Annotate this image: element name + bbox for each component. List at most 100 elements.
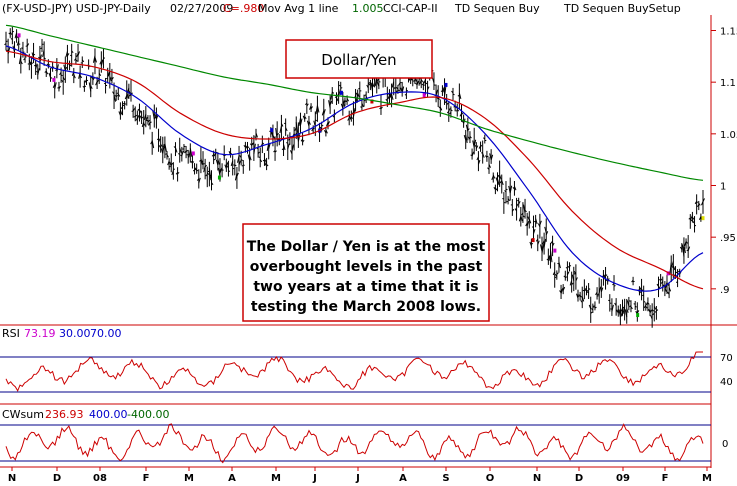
price-bar — [614, 298, 618, 316]
price-bar — [57, 81, 61, 92]
price-bar — [201, 151, 205, 170]
price-bar — [650, 303, 655, 328]
price-axis-label: 1.1 — [720, 78, 736, 89]
price-bar — [260, 135, 265, 154]
rsi-axis-40: 40 — [720, 377, 733, 388]
price-bar — [158, 136, 163, 153]
price-bar — [302, 113, 307, 122]
price-bar — [491, 172, 496, 183]
price-bar — [340, 91, 345, 116]
price-bar — [442, 78, 447, 105]
price-bar — [61, 69, 66, 95]
price-bar — [76, 43, 81, 62]
price-bar — [16, 35, 21, 51]
price-bar — [495, 172, 500, 192]
x-axis-labels: N D 08 F M A M J J A S O N D 09 F M — [8, 467, 712, 484]
price-bar — [88, 75, 93, 98]
price-bar — [586, 283, 591, 299]
header-date: 02/27/2009 — [170, 2, 233, 15]
price-bar — [103, 77, 108, 94]
price-bar — [446, 101, 451, 122]
price-bar — [139, 111, 144, 124]
header-mov-avg: Mov Avg 1 line — [258, 2, 339, 15]
price-axis-label: .95 — [720, 233, 736, 244]
price-bar — [692, 216, 697, 233]
cwsum-axis-0: 0 — [722, 439, 728, 450]
price-axis-label: 1 — [720, 182, 726, 193]
rsi-lower: 30.00 — [59, 327, 91, 340]
x-axis-label: J — [312, 473, 317, 484]
price-bar — [309, 103, 313, 113]
price-bar — [334, 92, 339, 105]
price-bar — [306, 115, 311, 136]
price-bar — [146, 115, 150, 125]
price-bar — [527, 211, 532, 229]
td-mark — [701, 216, 705, 221]
price-bar — [504, 181, 508, 204]
price-bar — [286, 134, 290, 160]
price-bar — [29, 56, 34, 79]
rsi-value: 73.19 — [24, 327, 56, 340]
td-mark — [339, 90, 343, 95]
price-bar — [160, 136, 165, 164]
td-mark — [191, 151, 195, 156]
price-bar — [482, 134, 487, 144]
price-bar — [241, 160, 245, 174]
price-bar — [328, 95, 333, 114]
price-bar — [38, 45, 42, 71]
x-axis-label: M — [702, 473, 712, 484]
price-bar — [521, 202, 525, 223]
price-bar — [591, 303, 595, 313]
price-bar — [101, 48, 105, 69]
price-bar — [459, 104, 464, 122]
x-axis-label: M — [271, 473, 281, 484]
price-bar — [80, 56, 85, 69]
x-axis-label: S — [442, 473, 449, 484]
price-bar — [275, 121, 280, 147]
x-axis-label: M — [184, 473, 194, 484]
x-axis-label: N — [533, 473, 541, 484]
price-bar — [451, 87, 455, 100]
x-axis-label: A — [228, 473, 236, 484]
price-bar — [220, 163, 224, 178]
td-mark — [17, 33, 21, 38]
price-bar — [228, 147, 233, 158]
price-bar — [42, 41, 46, 66]
price-bar — [546, 248, 551, 265]
price-bar — [588, 296, 593, 323]
x-axis-label: F — [143, 473, 150, 484]
price-bar — [234, 167, 239, 189]
price-bar — [529, 238, 534, 249]
price-bar — [608, 294, 612, 312]
price-bar — [184, 146, 188, 159]
price-bar — [169, 153, 174, 173]
price-bar — [463, 129, 468, 150]
price-bar — [567, 262, 572, 272]
x-axis-label: F — [662, 473, 669, 484]
price-bar — [247, 147, 252, 171]
price-bar — [506, 196, 510, 205]
price-bar — [595, 287, 599, 300]
annotation-line-3: two years at a time that it is — [253, 279, 478, 295]
price-bar — [173, 142, 178, 157]
price-bar — [510, 199, 515, 216]
price-bar — [508, 177, 513, 201]
price-bar — [175, 167, 180, 182]
x-axis-label: D — [53, 473, 61, 484]
price-bar — [258, 147, 263, 168]
price-bar — [71, 67, 76, 84]
price-bar — [701, 189, 705, 214]
price-bar — [376, 77, 381, 90]
price-bar — [502, 192, 506, 214]
price-bar — [571, 266, 576, 292]
price-bar — [523, 198, 527, 219]
price-bar — [660, 276, 665, 292]
cwsum-value: 236.93 — [45, 408, 84, 421]
price-bar — [525, 212, 530, 236]
price-bar — [332, 109, 337, 123]
price-bar — [688, 214, 693, 229]
ma-long-line — [5, 24, 704, 181]
td-mark — [636, 313, 640, 318]
td-mark — [444, 82, 448, 87]
price-bar — [65, 44, 70, 71]
